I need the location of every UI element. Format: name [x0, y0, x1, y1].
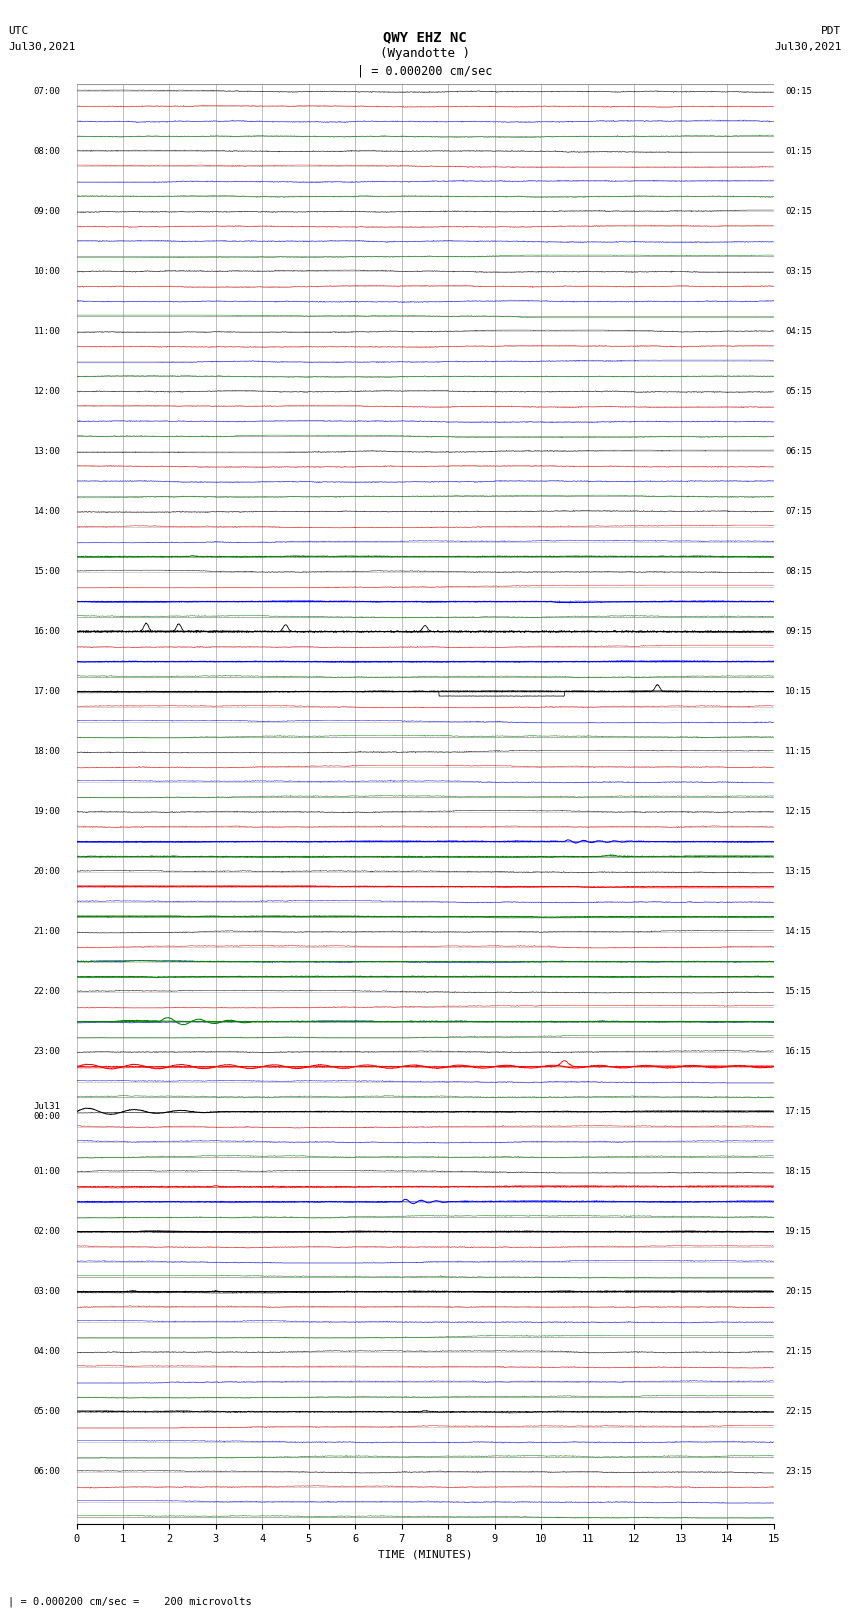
Text: (Wyandotte ): (Wyandotte ) [380, 47, 470, 60]
Text: 06:00: 06:00 [33, 1468, 60, 1476]
Text: 14:15: 14:15 [785, 927, 812, 936]
Text: 11:00: 11:00 [33, 327, 60, 336]
X-axis label: TIME (MINUTES): TIME (MINUTES) [377, 1550, 473, 1560]
Text: UTC: UTC [8, 26, 29, 35]
Text: 20:00: 20:00 [33, 868, 60, 876]
Text: 13:00: 13:00 [33, 447, 60, 456]
Text: 12:15: 12:15 [785, 806, 812, 816]
Text: 07:00: 07:00 [33, 87, 60, 95]
Text: 17:15: 17:15 [785, 1107, 812, 1116]
Text: 03:00: 03:00 [33, 1287, 60, 1297]
Text: 19:15: 19:15 [785, 1227, 812, 1236]
Text: 12:00: 12:00 [33, 387, 60, 395]
Text: 02:15: 02:15 [785, 206, 812, 216]
Text: 06:15: 06:15 [785, 447, 812, 456]
Text: 21:15: 21:15 [785, 1347, 812, 1357]
Text: 07:15: 07:15 [785, 506, 812, 516]
Text: 20:15: 20:15 [785, 1287, 812, 1297]
Text: 22:15: 22:15 [785, 1407, 812, 1416]
Text: PDT: PDT [821, 26, 842, 35]
Text: 08:15: 08:15 [785, 568, 812, 576]
Text: 10:15: 10:15 [785, 687, 812, 697]
Text: 09:15: 09:15 [785, 627, 812, 636]
Text: Jul30,2021: Jul30,2021 [8, 42, 76, 52]
Text: 22:00: 22:00 [33, 987, 60, 997]
Text: 14:00: 14:00 [33, 506, 60, 516]
Text: 04:00: 04:00 [33, 1347, 60, 1357]
Text: 05:00: 05:00 [33, 1407, 60, 1416]
Text: 13:15: 13:15 [785, 868, 812, 876]
Text: 11:15: 11:15 [785, 747, 812, 756]
Text: 04:15: 04:15 [785, 327, 812, 336]
Text: 15:00: 15:00 [33, 568, 60, 576]
Text: 18:15: 18:15 [785, 1168, 812, 1176]
Text: 05:15: 05:15 [785, 387, 812, 395]
Text: 16:15: 16:15 [785, 1047, 812, 1057]
Text: 16:00: 16:00 [33, 627, 60, 636]
Text: 19:00: 19:00 [33, 806, 60, 816]
Text: 17:00: 17:00 [33, 687, 60, 697]
Text: 23:00: 23:00 [33, 1047, 60, 1057]
Text: 03:15: 03:15 [785, 266, 812, 276]
Text: 09:00: 09:00 [33, 206, 60, 216]
Text: 23:15: 23:15 [785, 1468, 812, 1476]
Text: 08:00: 08:00 [33, 147, 60, 156]
Text: 21:00: 21:00 [33, 927, 60, 936]
Text: 02:00: 02:00 [33, 1227, 60, 1236]
Text: 18:00: 18:00 [33, 747, 60, 756]
Text: Jul30,2021: Jul30,2021 [774, 42, 842, 52]
Text: 00:15: 00:15 [785, 87, 812, 95]
Text: | = 0.000200 cm/sec: | = 0.000200 cm/sec [357, 65, 493, 77]
Text: | = 0.000200 cm/sec =    200 microvolts: | = 0.000200 cm/sec = 200 microvolts [8, 1595, 252, 1607]
Text: 10:00: 10:00 [33, 266, 60, 276]
Text: 01:15: 01:15 [785, 147, 812, 156]
Text: 15:15: 15:15 [785, 987, 812, 997]
Text: Jul31
00:00: Jul31 00:00 [33, 1102, 60, 1121]
Text: QWY EHZ NC: QWY EHZ NC [383, 31, 467, 45]
Text: 01:00: 01:00 [33, 1168, 60, 1176]
